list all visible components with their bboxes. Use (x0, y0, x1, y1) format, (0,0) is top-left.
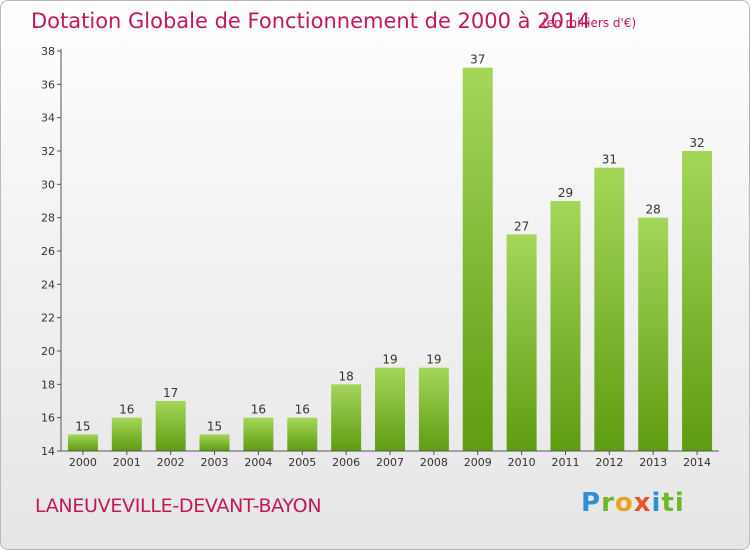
bar-2013 (638, 217, 669, 451)
value-label: 29 (558, 186, 573, 200)
bar-2001 (111, 417, 142, 451)
value-label: 32 (689, 136, 704, 150)
value-label: 16 (295, 403, 310, 417)
y-tick-label: 26 (41, 245, 55, 258)
bar-2014 (682, 151, 713, 451)
bar-2011 (550, 201, 581, 451)
y-tick-label: 32 (41, 145, 55, 158)
x-tick-label: 2008 (420, 456, 448, 469)
y-tick-label: 28 (41, 212, 55, 225)
logo-letter: i (651, 488, 662, 518)
value-label: 28 (646, 203, 661, 217)
x-tick-label: 2006 (332, 456, 360, 469)
commune-name: LANEUVEVILLE-DEVANT-BAYON (35, 495, 322, 517)
x-tick-label: 2002 (157, 456, 185, 469)
value-label: 15 (207, 419, 222, 433)
x-tick-label: 2003 (201, 456, 229, 469)
bar-2009 (462, 67, 493, 452)
bar-2005 (287, 417, 318, 451)
bar-2006 (331, 384, 362, 451)
value-label: 15 (75, 419, 90, 433)
logo-letter: P (581, 488, 602, 518)
x-tick-label: 2011 (551, 456, 579, 469)
y-tick-label: 38 (41, 45, 55, 58)
value-label: 16 (119, 403, 134, 417)
y-tick-label: 22 (41, 312, 55, 325)
x-tick-label: 2009 (464, 456, 492, 469)
value-label: 18 (338, 369, 353, 383)
x-tick-label: 2013 (639, 456, 667, 469)
y-tick-label: 30 (41, 178, 55, 191)
value-label: 19 (382, 353, 397, 367)
x-tick-label: 2000 (69, 456, 97, 469)
x-tick-label: 2012 (595, 456, 623, 469)
x-tick-label: 2005 (288, 456, 316, 469)
proxiti-logo[interactable]: Proxiti (581, 488, 685, 518)
bar-2010 (506, 234, 537, 451)
value-label: 19 (426, 353, 441, 367)
x-tick-label: 2004 (244, 456, 272, 469)
logo-letter: x (633, 488, 652, 518)
bar-2012 (594, 167, 625, 451)
y-tick-label: 16 (41, 412, 55, 425)
bar-2000 (67, 434, 98, 451)
x-tick-label: 2001 (113, 456, 141, 469)
value-label: 37 (470, 53, 485, 67)
bar-2008 (418, 367, 449, 451)
y-tick-label: 24 (41, 278, 55, 291)
y-tick-label: 14 (41, 445, 55, 458)
chart-title: Dotation Globale de Fonctionnement de 20… (31, 9, 591, 33)
x-tick-label: 2007 (376, 456, 404, 469)
bar-2002 (155, 401, 186, 451)
y-tick-label: 20 (41, 345, 55, 358)
logo-letter: r (601, 488, 615, 518)
chart-subtitle: (en milliers d'€) (542, 16, 637, 30)
y-tick-label: 34 (41, 112, 55, 125)
bar-2004 (243, 417, 274, 451)
value-label: 17 (163, 386, 178, 400)
x-tick-label: 2014 (683, 456, 711, 469)
bar-2003 (199, 434, 230, 451)
y-tick-label: 36 (41, 78, 55, 91)
logo-letter: o (614, 488, 634, 518)
value-label: 16 (251, 403, 266, 417)
logo-letter: i (674, 488, 685, 518)
x-tick-label: 2010 (508, 456, 536, 469)
logo-letter: t (661, 488, 675, 518)
bar-2007 (375, 367, 405, 451)
y-tick-label: 18 (41, 378, 55, 391)
value-label: 31 (602, 153, 617, 167)
value-label: 27 (514, 219, 529, 233)
